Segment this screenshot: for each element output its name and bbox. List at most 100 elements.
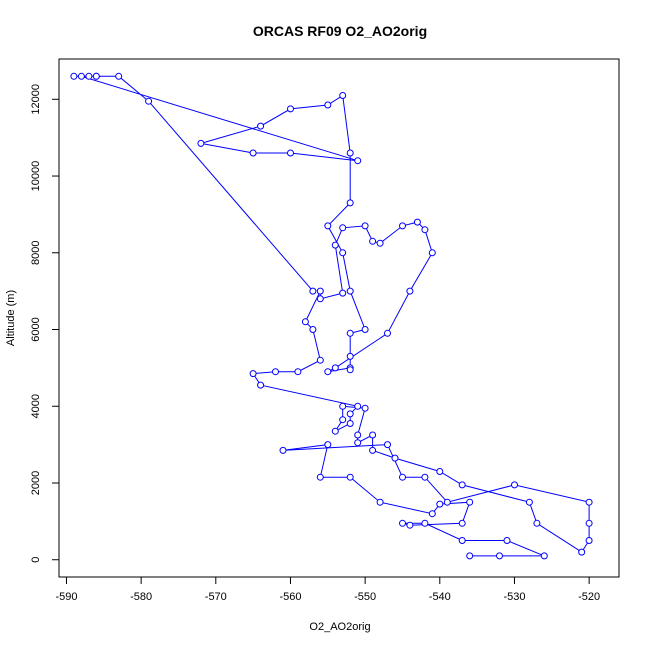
data-point [77,72,85,80]
data-point [316,473,324,481]
data-point [540,552,548,560]
y-tick-label: 10000 [30,161,42,192]
data-point [324,368,332,376]
data-point [421,519,429,527]
x-tick-label: -520 [578,591,600,603]
data-point [369,237,377,245]
data-point [324,441,332,449]
data-point [413,218,421,226]
data-point [145,97,153,105]
data-point [316,287,324,295]
data-point [294,368,302,376]
data-point [421,473,429,481]
data-point [346,329,354,337]
data-point [85,72,93,80]
data-point [272,368,279,376]
data-point [197,139,205,147]
data-point [428,249,436,257]
y-tick-label: 8000 [30,241,42,265]
data-point [391,454,399,462]
x-tick-label: -530 [503,591,525,603]
data-point [585,537,593,544]
x-tick-label: -580 [130,591,152,603]
data-point [257,381,265,389]
data-point [406,287,414,295]
data-point [287,149,294,157]
data-point [578,548,586,556]
data-point [346,410,354,418]
data-point [369,431,377,439]
series-layer [70,72,593,560]
data-point [361,326,369,333]
y-axis: 0 2000 4000 6000 8000 10000 12000 [30,84,60,563]
data-point [458,537,466,544]
y-axis-label: Altitude (m) [5,290,17,346]
data-point [339,289,347,297]
data-point [354,157,362,165]
data-point [346,473,354,481]
data-point [369,446,377,454]
x-axis: -590 -580 -570 -560 -550 -540 -530 -520 [55,576,600,603]
x-tick-label: -570 [205,591,227,603]
y-tick-label: 0 [30,557,42,563]
data-point [346,287,354,295]
y-tick-label: 4000 [30,394,42,418]
data-point [503,537,511,544]
data-point [436,500,444,508]
data-point [309,287,317,295]
y-tick-label: 6000 [30,317,42,341]
data-point [279,446,287,454]
data-point [249,370,257,378]
data-point [346,199,354,207]
data-point [70,72,78,80]
y-tick-label: 12000 [30,84,42,115]
data-point [525,498,533,506]
data-point [428,510,436,518]
data-point [421,226,429,234]
x-tick-label: -540 [429,591,451,603]
data-point [339,92,347,99]
data-point [346,366,354,374]
data-point [316,356,324,364]
y-tick-label: 2000 [30,471,42,495]
data-point [339,249,347,257]
data-point [115,72,123,80]
data-point [301,318,309,326]
data-point [496,552,503,560]
data-point [339,416,347,424]
data-point [346,420,354,427]
chart-title: ORCAS RF09 O2_AO2orig [253,23,427,39]
plot-frame [58,58,620,578]
data-point [354,439,362,447]
data-point [458,481,466,489]
data-point [458,519,466,527]
data-point [466,498,474,506]
data-point [324,222,332,230]
data-point [257,122,265,130]
data-point [249,149,257,157]
data-point [585,519,593,527]
data-point [533,519,541,527]
data-point [399,222,406,230]
data-point [339,402,347,410]
data-point [316,295,324,303]
data-point [361,222,369,230]
data-point [354,431,362,439]
data-point [511,481,518,489]
data-point [376,498,384,506]
data-point [346,149,354,157]
data-point [324,101,332,109]
data-point [287,105,294,113]
data-point [309,326,317,333]
data-point [443,498,451,506]
x-axis-label: O2_AO2orig [309,621,370,633]
x-tick-label: -560 [279,591,301,603]
data-point [331,241,339,249]
data-point [354,402,362,410]
data-point [436,468,444,475]
data-point [585,498,593,506]
data-point [384,329,391,337]
data-point [339,224,347,232]
data-point [466,552,474,560]
